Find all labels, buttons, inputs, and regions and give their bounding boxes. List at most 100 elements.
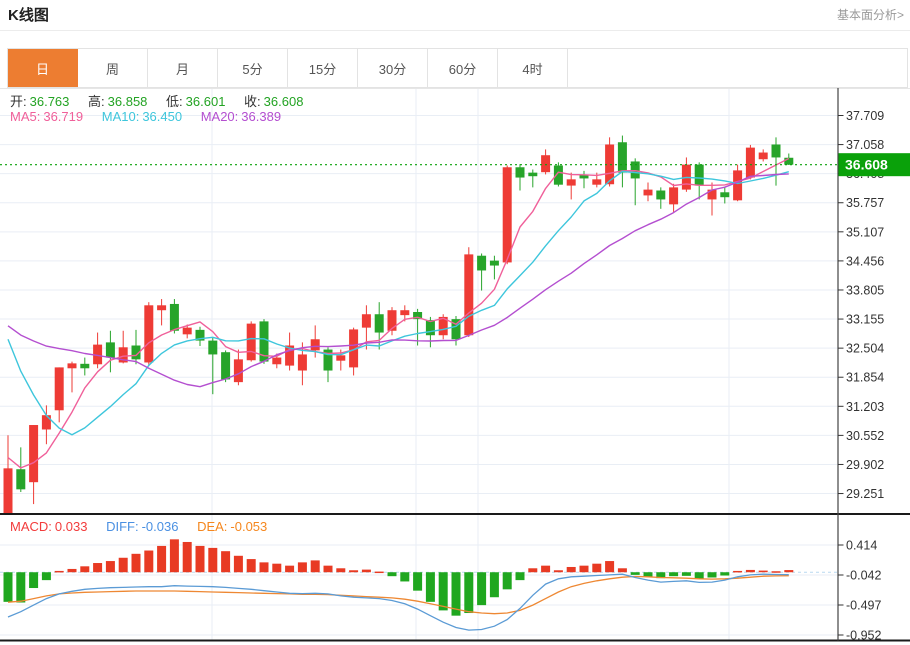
macd-bar-positive <box>771 571 781 573</box>
candle-up[interactable] <box>3 468 13 514</box>
macd-bar-positive <box>105 561 115 573</box>
candle-up[interactable] <box>118 347 128 363</box>
tab-day[interactable]: 日 <box>8 49 78 87</box>
macd-bar-positive <box>553 570 563 573</box>
candle-up[interactable] <box>438 316 448 336</box>
candle-up[interactable] <box>733 170 743 201</box>
ma-lines-layer <box>7 157 790 469</box>
macd-bar-negative <box>656 572 666 579</box>
candle-up[interactable] <box>285 345 295 366</box>
candle-up[interactable] <box>246 323 256 361</box>
kline-chart-canvas[interactable]: 37.70937.05836.40835.75735.10734.45633.8… <box>0 88 910 645</box>
candle-down[interactable] <box>694 164 704 186</box>
candle-down[interactable] <box>477 255 487 271</box>
candle-down[interactable] <box>553 165 563 185</box>
candle-up[interactable] <box>387 310 397 331</box>
tab-week[interactable]: 周 <box>78 49 148 87</box>
axis-labels-layer: 37.70937.05836.40835.75735.10734.45633.8… <box>838 109 884 643</box>
candle-down[interactable] <box>489 260 499 266</box>
candle-down[interactable] <box>425 320 435 336</box>
axis-tick-label: 33.805 <box>846 283 884 297</box>
candle-up[interactable] <box>272 357 282 365</box>
axis-tick-label: 31.854 <box>846 371 884 385</box>
candle-down[interactable] <box>515 167 525 178</box>
candle-up[interactable] <box>233 359 243 383</box>
dea-line <box>7 575 789 615</box>
candle-up[interactable] <box>349 329 359 368</box>
candle-up[interactable] <box>54 367 64 411</box>
macd-bar-positive <box>80 566 90 573</box>
macd-histogram-layer <box>3 539 794 616</box>
macd-bar-positive <box>336 568 346 573</box>
candle-up[interactable] <box>541 155 551 173</box>
axis-tick-label: 37.058 <box>846 138 884 152</box>
macd-bar-positive <box>144 550 154 573</box>
tab-60min[interactable]: 60分 <box>428 49 498 87</box>
candle-up[interactable] <box>758 152 768 160</box>
axis-layer <box>0 88 910 642</box>
macd-bar-positive <box>733 570 743 573</box>
macd-bar-negative <box>16 572 26 603</box>
candle-down[interactable] <box>221 352 231 380</box>
chart-area: 37.70937.05836.40835.75735.10734.45633.8… <box>0 88 910 645</box>
candle-up[interactable] <box>67 363 77 369</box>
candle-up[interactable] <box>592 179 602 185</box>
candle-up[interactable] <box>361 314 371 328</box>
fundamental-analysis-link[interactable]: 基本面分析> <box>836 8 904 22</box>
candle-down[interactable] <box>195 329 205 341</box>
candle-down[interactable] <box>656 190 666 200</box>
tab-4hour[interactable]: 4时 <box>498 49 568 87</box>
axis-tick-label: 34.456 <box>846 254 884 268</box>
candle-down[interactable] <box>169 303 179 331</box>
macd-bar-positive <box>54 570 64 573</box>
candle-up[interactable] <box>502 167 512 263</box>
candle-down[interactable] <box>16 469 26 490</box>
candle-down[interactable] <box>771 144 781 158</box>
candle-up[interactable] <box>566 179 576 186</box>
candle-down[interactable] <box>784 157 794 165</box>
candle-up[interactable] <box>464 254 474 336</box>
candle-down[interactable] <box>617 142 627 173</box>
candle-up[interactable] <box>29 425 39 483</box>
candle-up[interactable] <box>707 189 717 200</box>
macd-bar-negative <box>425 572 435 602</box>
candle-up[interactable] <box>643 189 653 196</box>
candle-down[interactable] <box>323 349 333 371</box>
candle-down[interactable] <box>105 342 115 358</box>
tab-month[interactable]: 月 <box>148 49 218 87</box>
tab-bar-filler <box>568 49 907 87</box>
candle-up[interactable] <box>144 305 154 363</box>
candle-up[interactable] <box>93 344 103 365</box>
candle-up[interactable] <box>605 144 615 185</box>
macd-bar-negative <box>694 572 704 579</box>
candle-up[interactable] <box>297 354 307 371</box>
candle-down[interactable] <box>131 345 141 360</box>
macd-bar-negative <box>29 572 39 589</box>
tab-30min[interactable]: 30分 <box>358 49 428 87</box>
axis-tick-label: 35.107 <box>846 225 884 239</box>
candle-down[interactable] <box>630 161 640 179</box>
candle-up[interactable] <box>669 187 679 205</box>
candle-up[interactable] <box>41 415 51 430</box>
candle-down[interactable] <box>579 174 589 179</box>
candle-down[interactable] <box>259 321 269 362</box>
candle-down[interactable] <box>80 363 90 369</box>
candle-up[interactable] <box>182 327 192 335</box>
candle-down[interactable] <box>208 340 218 355</box>
axis-tick-label: 37.709 <box>846 109 884 123</box>
candle-up[interactable] <box>400 310 410 316</box>
tab-5min[interactable]: 5分 <box>218 49 288 87</box>
tab-15min[interactable]: 15分 <box>288 49 358 87</box>
candle-down[interactable] <box>720 192 730 198</box>
candle-up[interactable] <box>745 147 755 178</box>
macd-bar-positive <box>579 565 589 573</box>
candle-up[interactable] <box>157 305 167 311</box>
candle-down[interactable] <box>528 172 538 177</box>
axis-tick-label: 29.902 <box>846 458 884 472</box>
candle-down[interactable] <box>451 319 461 340</box>
candle-down[interactable] <box>374 314 384 333</box>
candle-up[interactable] <box>336 355 346 361</box>
candle-down[interactable] <box>413 312 423 320</box>
candle-up[interactable] <box>310 339 320 351</box>
macd-bar-positive <box>157 545 167 573</box>
